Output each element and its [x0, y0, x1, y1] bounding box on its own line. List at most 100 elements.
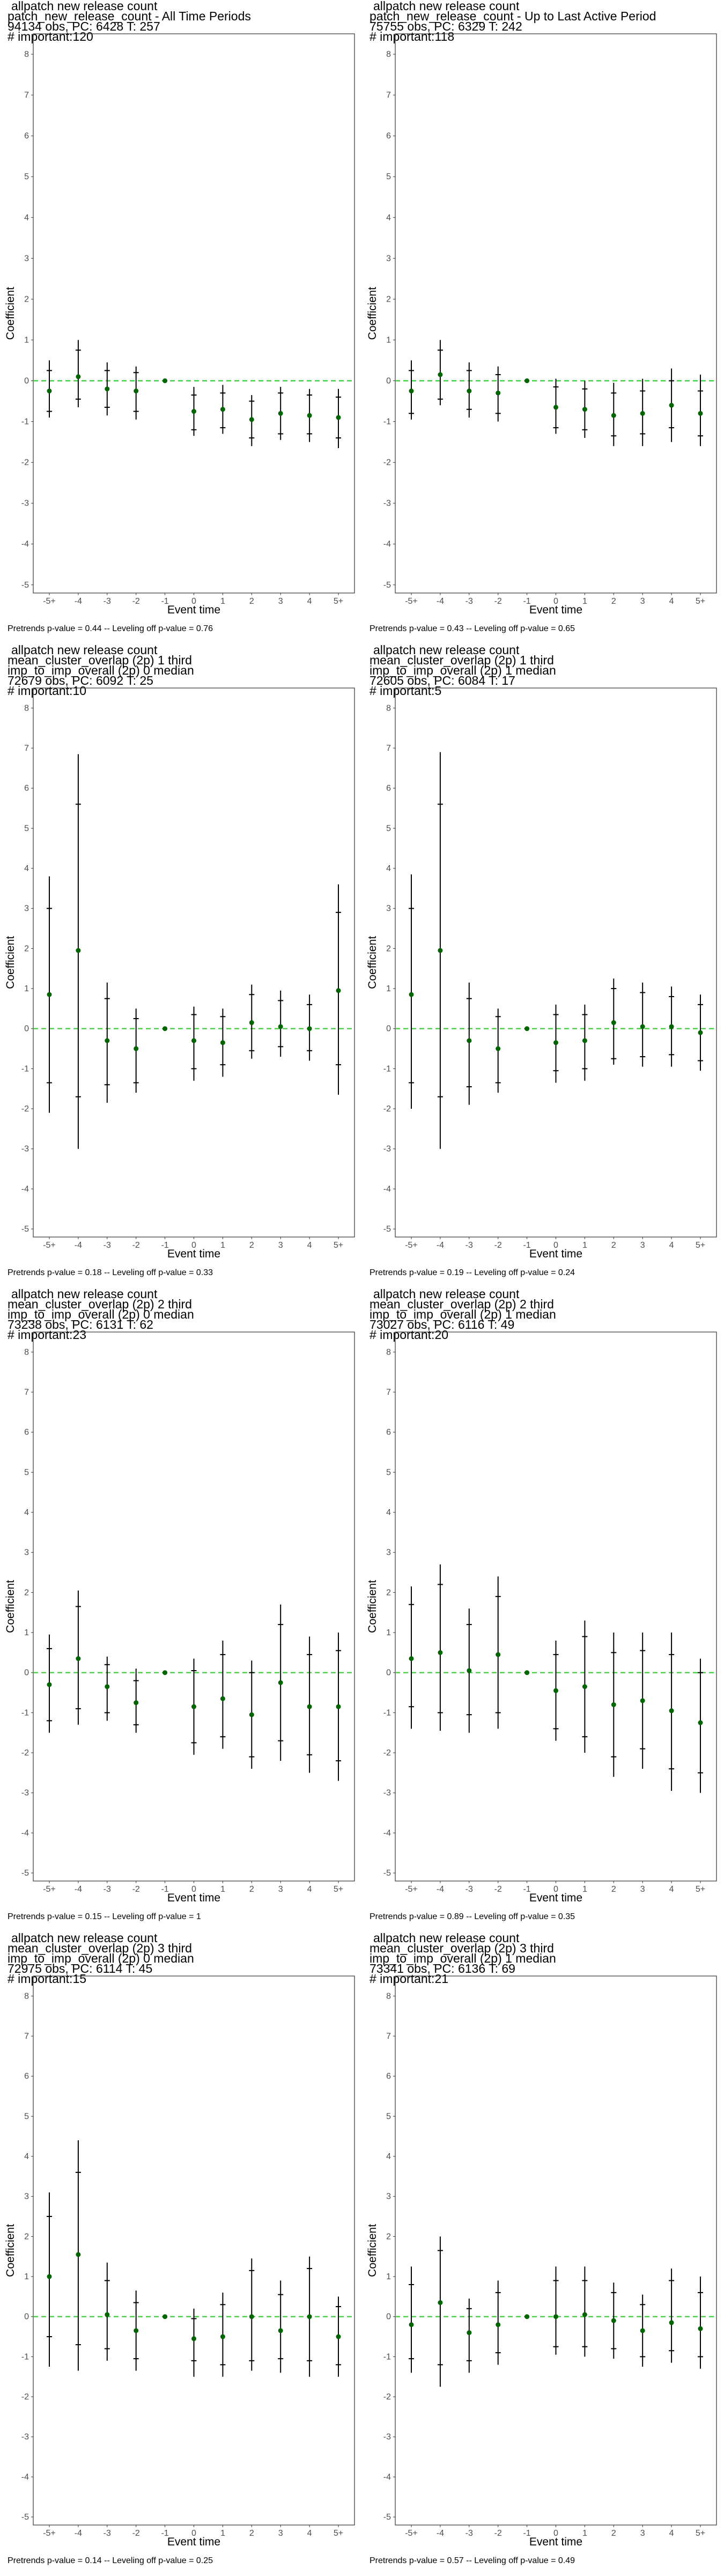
- coefficient-point: [336, 988, 341, 993]
- chart-title-line: 94134 obs, PC: 6428 T: 257: [8, 19, 160, 33]
- x-tick-label: 2: [611, 1885, 616, 1894]
- chart-title-line: 73027 obs, PC: 6116 T: 49: [370, 1318, 515, 1331]
- y-tick-label: -5: [21, 2513, 29, 2522]
- coefficient-point: [409, 992, 414, 997]
- coefficient-point: [698, 411, 703, 416]
- x-axis-title: Event time: [529, 2536, 582, 2548]
- y-tick-label: -3: [21, 1145, 29, 1154]
- coefficient-point: [467, 1038, 472, 1043]
- x-tick-label: -3: [104, 597, 111, 606]
- x-tick-label: -3: [466, 2529, 473, 2538]
- x-tick-label: 0: [553, 2529, 558, 2538]
- coefficient-point: [496, 1652, 501, 1657]
- y-tick-label: -4: [21, 1828, 29, 1838]
- coefficient-point: [409, 389, 414, 394]
- plot-border: [395, 33, 717, 594]
- pvalue-footer: Pretrends p-value = 0.15 -- Leveling off…: [8, 1912, 201, 1921]
- chart-title-line: mean_cluster_overlap (2p) 1 third: [8, 653, 192, 667]
- x-tick-label: 3: [640, 2529, 645, 2538]
- x-tick-label: -5+: [405, 597, 418, 606]
- y-tick-label: 1: [386, 984, 391, 993]
- y-axis-title: Coefficient: [366, 287, 379, 340]
- chart-title: allpatch new release count mean_cluster_o…: [8, 1288, 194, 1341]
- plot-svg: -5 -4 -3 -2 -1 0 1 2 3 4 5 6 7 8 -5+ -4 -3 -2 -1 0 1 2 3 4 5+ Eve…: [366, 33, 717, 616]
- x-tick-label: 0: [553, 597, 558, 606]
- x-tick-label: 3: [640, 1885, 645, 1894]
- y-tick-label: 1: [24, 984, 29, 993]
- pvalue-footer: Pretrends p-value = 0.14 -- Leveling off…: [8, 2556, 213, 2565]
- y-tick-label: -3: [21, 1789, 29, 1798]
- x-tick-label: 2: [611, 1241, 616, 1250]
- x-tick-label: 4: [669, 1241, 674, 1250]
- x-tick-label: 1: [220, 597, 225, 606]
- x-axis-title: Event time: [167, 1248, 220, 1260]
- chart-title-line: allpatch new release count: [373, 1287, 520, 1301]
- y-tick-label: 8: [386, 1992, 391, 2001]
- y-tick-label: 1: [24, 2272, 29, 2281]
- coefficient-point: [698, 1030, 703, 1035]
- coefficient-point: [134, 1046, 139, 1051]
- x-tick-label: -1: [523, 1885, 530, 1894]
- chart-title-line: # important:15: [8, 1972, 87, 1986]
- y-axis-title: Coefficient: [4, 1580, 17, 1633]
- y-tick-label: 7: [24, 91, 29, 100]
- coefficient-point: [76, 374, 81, 379]
- chart-title-line: 73341 obs, PC: 6136 T: 69: [370, 1962, 515, 1975]
- x-tick-label: 5+: [696, 1885, 705, 1894]
- plot-svg: -5 -4 -3 -2 -1 0 1 2 3 4 5 6 7 8 -5+ -4 -3 -2 -1 0 1 2 3 4 5+ Eve…: [366, 1975, 717, 2548]
- y-tick-label: 3: [24, 2192, 29, 2201]
- plot-border: [33, 687, 355, 1238]
- y-tick-label: 1: [386, 335, 391, 345]
- x-tick-label: 5+: [334, 2529, 343, 2538]
- y-tick-label: 8: [24, 1348, 29, 1357]
- chart-title: allpatch new release count mean_cluster_o…: [370, 644, 556, 697]
- coefficient-point: [698, 2326, 703, 2331]
- x-tick-label: 1: [220, 1241, 225, 1250]
- plot-border: [395, 687, 717, 1238]
- x-tick-label: -2: [132, 2529, 140, 2538]
- coefficient-point: [307, 1026, 312, 1031]
- coefficient-point: [438, 2300, 443, 2306]
- coefficient-point: [496, 390, 501, 396]
- coefficient-point: [553, 2314, 558, 2319]
- coefficient-point: [496, 2322, 501, 2328]
- x-tick-label: -3: [466, 597, 473, 606]
- x-tick-label: 0: [191, 597, 196, 606]
- y-tick-label: 7: [386, 1388, 391, 1397]
- coefficient-point: [278, 2328, 283, 2333]
- coefficient-point: [220, 407, 225, 412]
- chart-title-line: allpatch new release count: [373, 0, 520, 13]
- plot-svg: -5 -4 -3 -2 -1 0 1 2 3 4 5 6 7 8 -5+ -4 -3 -2 -1 0 1 2 3 4 5+ Eve…: [4, 687, 355, 1260]
- coefficient-point: [162, 1026, 168, 1031]
- chart-title-line: allpatch new release count: [11, 1931, 158, 1945]
- coefficient-point: [105, 386, 110, 392]
- x-tick-label: -4: [437, 1885, 444, 1894]
- plot-svg: -5 -4 -3 -2 -1 0 1 2 3 4 5 6 7 8 -5+ -4 -3 -2 -1 0 1 2 3 4 5+ Eve…: [366, 1331, 717, 1904]
- coefficient-point: [496, 1046, 501, 1051]
- y-tick-label: -4: [383, 1184, 391, 1194]
- y-tick-label: 7: [386, 91, 391, 100]
- coefficient-point: [640, 1024, 645, 1029]
- x-tick-label: -5+: [405, 1885, 418, 1894]
- plot-border: [395, 1331, 717, 1882]
- y-tick-label: 2: [24, 295, 29, 304]
- chart-panel: allpatch new release count mean_cluster_o…: [0, 1288, 362, 1932]
- x-tick-label: 1: [582, 1241, 587, 1250]
- y-tick-label: 8: [24, 1992, 29, 2001]
- y-tick-label: 8: [386, 1348, 391, 1357]
- y-tick-label: -5: [21, 1869, 29, 1878]
- coefficient-point: [249, 2314, 254, 2319]
- x-tick-label: 4: [307, 1885, 312, 1894]
- coefficient-point: [47, 2274, 52, 2279]
- y-tick-label: -3: [21, 2433, 29, 2442]
- chart-title-line: 72975 obs, PC: 6114 T: 45: [8, 1962, 153, 1975]
- chart-title-line: imp_to_imp_overall (2p) 0 median: [8, 1307, 194, 1321]
- y-tick-label: 7: [24, 2032, 29, 2041]
- chart-panel: allpatch new release count patch_new_rele…: [362, 0, 724, 644]
- x-tick-label: 3: [278, 2529, 283, 2538]
- chart-title: allpatch new release count mean_cluster_o…: [370, 1932, 556, 1985]
- y-tick-label: 6: [24, 784, 29, 793]
- x-tick-label: -4: [437, 1241, 444, 1250]
- y-tick-label: 5: [24, 1468, 29, 1477]
- chart-title-line: mean_cluster_overlap (2p) 3 third: [370, 1941, 554, 1955]
